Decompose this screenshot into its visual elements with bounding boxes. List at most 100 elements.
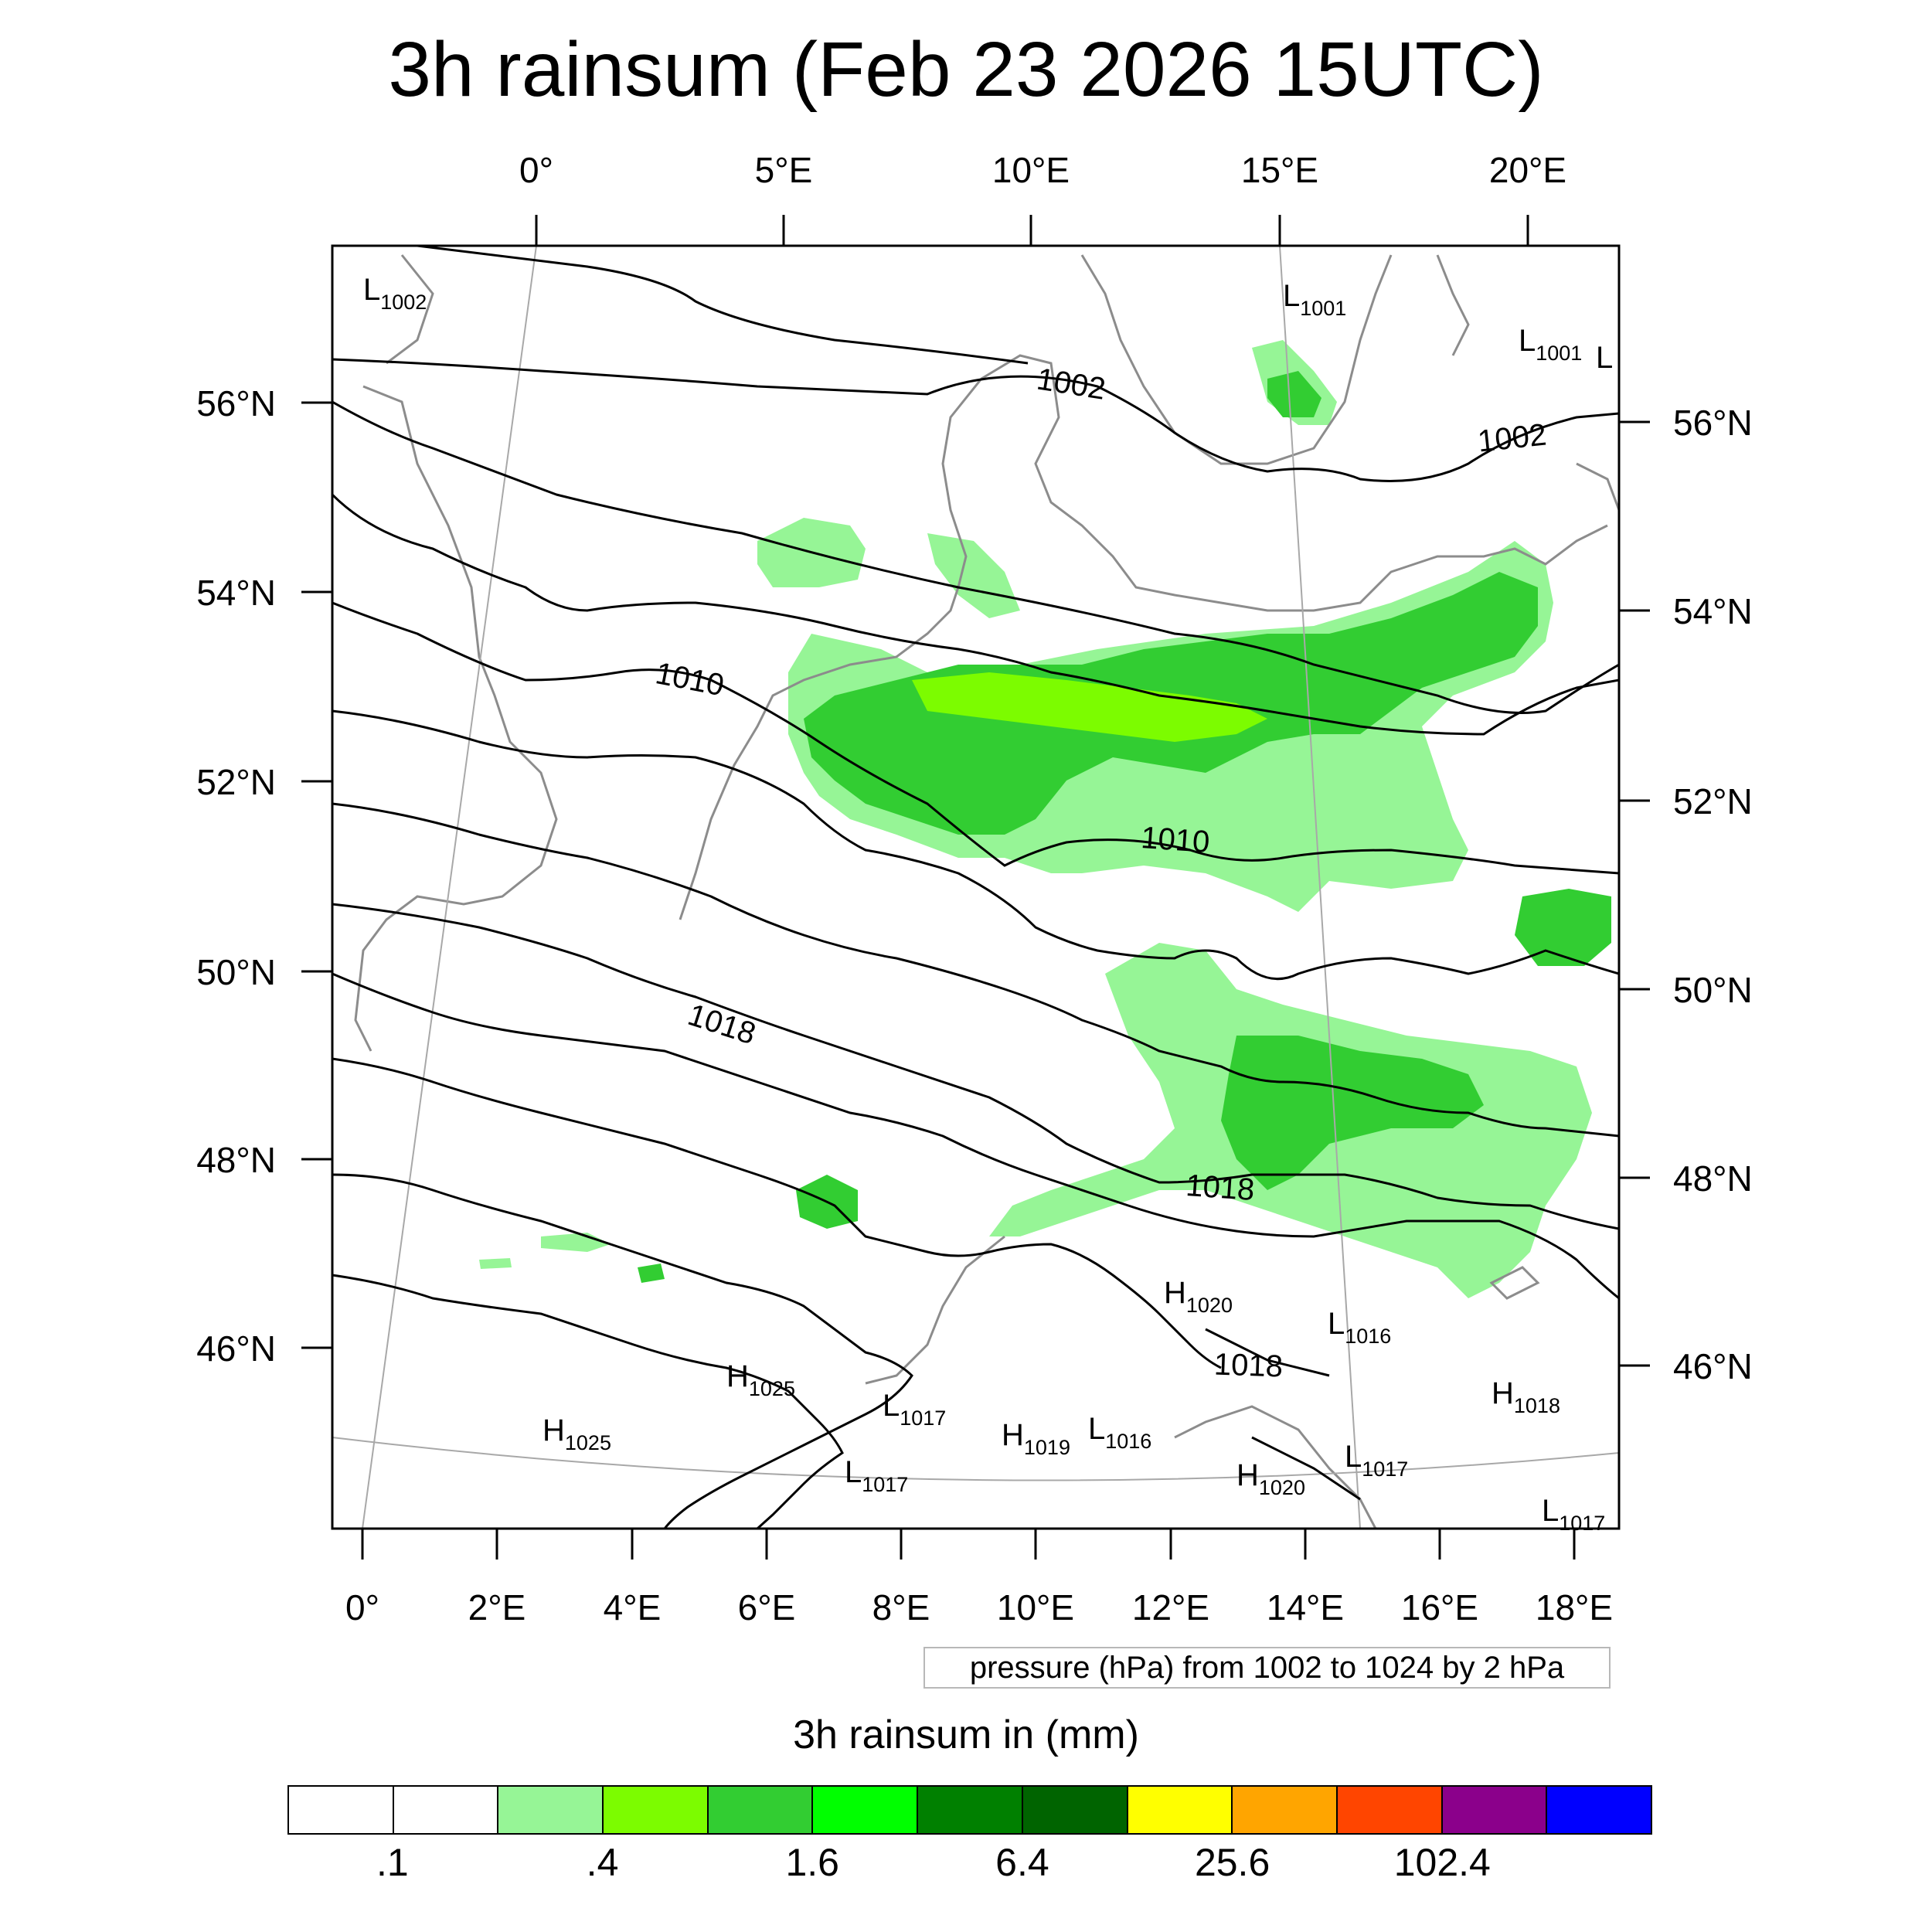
right-lat-label: 50°N [1673, 970, 1753, 1010]
coastline-uk [354, 385, 558, 1052]
legend-title: 3h rainsum in (mm) [793, 1713, 1139, 1757]
top-lon-label: 5°E [755, 150, 813, 190]
coastline-alps-lake [865, 1235, 1005, 1385]
rain-area-denmark [927, 533, 1020, 618]
pressure-center: L [1596, 341, 1613, 375]
pressure-center: H1018 [1492, 1376, 1560, 1417]
rain-area-small-3 [479, 1258, 512, 1269]
bottom-lon-label: 2°E [468, 1587, 526, 1628]
pressure-center: L1017 [1345, 1440, 1408, 1481]
rainfall-shading [479, 340, 1611, 1298]
pressure-center: H1019 [1002, 1418, 1070, 1459]
colorbar-swatch [289, 1787, 394, 1833]
rain-area-small-2 [638, 1264, 665, 1283]
rain-area-east [1515, 889, 1611, 966]
isobar-13 [1205, 1328, 1330, 1377]
colorbar-labels: .1 .4 1.6 6.4 25.6 102.4 [0, 1839, 1932, 1893]
colorbar-label: .4 [586, 1841, 619, 1884]
map-title: 3h rainsum (Feb 23 2026 15UTC) [388, 26, 1544, 113]
colorbar-label: 6.4 [995, 1841, 1049, 1884]
pressure-center: H1025 [543, 1413, 611, 1454]
isobars [332, 246, 1619, 1529]
colorbar-swatch [1022, 1787, 1128, 1833]
pressure-center: L1016 [1088, 1412, 1151, 1453]
isobar-10 [332, 1057, 1222, 1369]
top-lon-label: 0° [519, 150, 553, 190]
pressure-center: L1017 [845, 1455, 908, 1496]
isobar-14 [1251, 1436, 1361, 1501]
left-latitude-labels: 56°N 54°N 52°N 50°N 48°N 46°N [196, 383, 276, 1369]
isobar-3 [332, 400, 1619, 714]
parallel-45n [332, 1437, 1619, 1481]
top-lon-label: 15°E [1241, 150, 1318, 190]
coastline-lake-balaton [1489, 1266, 1540, 1300]
left-lat-label: 52°N [196, 762, 276, 802]
bottom-lon-label: 10°E [997, 1587, 1074, 1628]
axis-ticks [301, 215, 1650, 1560]
pressure-center: H1020 [1236, 1458, 1305, 1499]
map-plot-area [332, 246, 1619, 1529]
colorbar-swatch [708, 1787, 814, 1833]
coastline-continent [679, 354, 1608, 920]
pressure-center: L1001 [1283, 279, 1346, 320]
isobar-5 [332, 601, 1619, 875]
rain-area-central-core [1221, 1036, 1484, 1190]
top-lon-label: 10°E [992, 150, 1070, 190]
colorbar-label: .1 [376, 1841, 409, 1884]
right-lat-label: 46°N [1673, 1346, 1753, 1386]
isobar-label: 1018 [1213, 1347, 1283, 1383]
plot-background [332, 246, 1619, 1529]
meridian-15e [1279, 246, 1361, 1529]
colorbar-swatch [604, 1787, 709, 1833]
coastline-sweden-east [1436, 254, 1470, 356]
isobar-12 [332, 1274, 844, 1529]
pressure-contour-note: pressure (hPa) from 1002 to 1024 by 2 hP… [923, 1647, 1611, 1689]
right-lat-label: 54°N [1673, 591, 1753, 631]
colorbar-label: 25.6 [1194, 1841, 1270, 1884]
coastline-baltic [1576, 462, 1619, 511]
colorbar-swatch [918, 1787, 1023, 1833]
pressure-center: H1020 [1164, 1276, 1233, 1317]
left-lat-label: 48°N [196, 1140, 276, 1180]
right-lat-label: 48°N [1673, 1158, 1753, 1199]
colorbar-swatch [498, 1787, 604, 1833]
meridian-0 [362, 246, 537, 1529]
coastline-sweden [1080, 254, 1393, 465]
colorbar-swatch [1233, 1787, 1338, 1833]
isobar-7 [332, 802, 1619, 1138]
colorbar-swatch [1128, 1787, 1233, 1833]
colorbar-swatch [813, 1787, 919, 1833]
right-latitude-labels: 56°N 54°N 52°N 50°N 48°N 46°N [1673, 403, 1753, 1386]
bottom-lon-label: 12°E [1132, 1587, 1209, 1628]
pressure-center: L1016 [1328, 1307, 1391, 1348]
bottom-lon-label: 8°E [872, 1587, 930, 1628]
isobar-label: 1002 [1476, 418, 1548, 459]
isobar-6 [332, 709, 1619, 981]
pressure-center: H1025 [726, 1359, 795, 1400]
bottom-lon-label: 14°E [1267, 1587, 1344, 1628]
isobar-8 [332, 903, 1619, 1230]
pressure-centers: L1002 L1001 L1001 L H1020 L1016 H1025 L1… [363, 273, 1613, 1535]
map-frame [331, 244, 1621, 1530]
bottom-lon-label: 0° [345, 1587, 379, 1628]
isobar-9 [332, 972, 1619, 1300]
isobar-4 [332, 493, 1619, 736]
left-lat-label: 56°N [196, 383, 276, 423]
left-lat-label: 50°N [196, 952, 276, 992]
left-lat-label: 46°N [196, 1328, 276, 1369]
colorbar-label: 102.4 [1393, 1841, 1491, 1884]
rain-area-sweden-core [1267, 371, 1321, 417]
bottom-lon-label: 18°E [1536, 1587, 1613, 1628]
pressure-center: L1017 [883, 1389, 946, 1430]
colorbar-swatch [393, 1787, 499, 1833]
pressure-center: L1002 [363, 273, 427, 314]
top-longitude-labels: 0° 5°E 10°E 15°E 20°E [519, 150, 1566, 190]
right-lat-label: 52°N [1673, 781, 1753, 821]
right-lat-label: 56°N [1673, 403, 1753, 443]
bottom-lon-label: 6°E [738, 1587, 796, 1628]
rain-area-bright [912, 672, 1267, 742]
pressure-center: L1017 [1542, 1494, 1605, 1535]
rainfall-colorbar [287, 1785, 1652, 1835]
isobar-1 [417, 246, 1029, 365]
